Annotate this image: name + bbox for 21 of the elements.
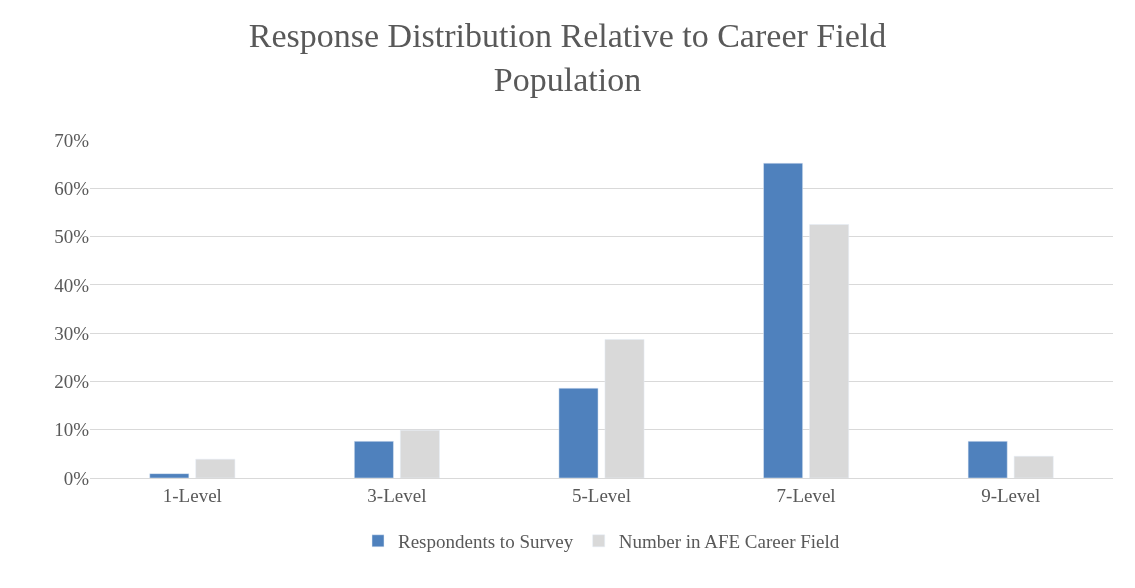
legend-label: Number in AFE Career Field <box>618 531 840 553</box>
y-tick-label: 30% <box>54 322 90 344</box>
x-tick-label: 9-Level <box>981 484 1041 506</box>
bar <box>967 441 1008 478</box>
chart-title: Response Distribution Relative to Career Field Population <box>248 17 887 99</box>
y-tick-label: 50% <box>54 226 90 248</box>
y-tick-label: 60% <box>54 177 90 199</box>
legend-label: Respondents to Survey <box>398 531 574 553</box>
x-tick-label: 5-Level <box>571 484 632 506</box>
bar <box>558 387 599 478</box>
bar <box>354 441 394 478</box>
x-tick-label: 3-Level <box>367 484 427 506</box>
bar <box>149 473 190 478</box>
x-tick-label: 1-Level <box>162 484 222 506</box>
x-tick-label: 7-Level <box>776 484 836 506</box>
y-tick-label: 40% <box>54 274 90 296</box>
y-tick-label: 0% <box>63 467 90 489</box>
bar <box>763 162 803 478</box>
y-tick-label: 10% <box>54 419 90 441</box>
y-tick-label: 70% <box>54 129 90 151</box>
y-tick-label: 20% <box>54 371 90 393</box>
